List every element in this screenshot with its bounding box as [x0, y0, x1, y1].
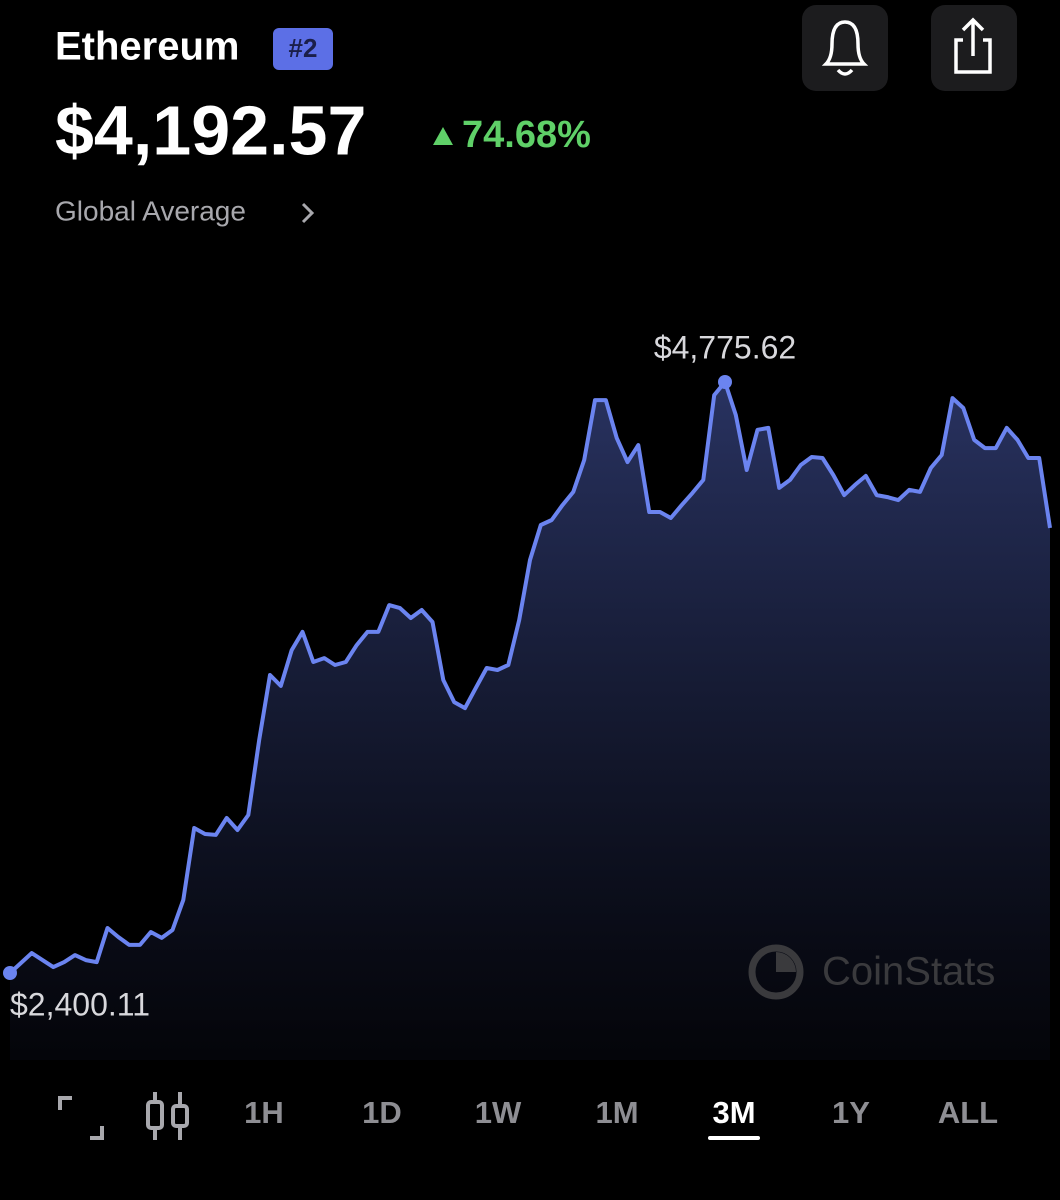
range-tab[interactable]: 1D — [362, 1095, 402, 1130]
point — [718, 375, 732, 389]
alert-button[interactable] — [802, 5, 888, 91]
rank: #2 — [289, 33, 318, 63]
range-tab[interactable]: 3M — [712, 1095, 755, 1130]
range-tab[interactable]: 1H — [244, 1095, 284, 1130]
rank-badge — [273, 28, 333, 70]
candle — [171, 1104, 189, 1128]
source[interactable]: Global Average — [55, 195, 246, 226]
range-tab[interactable]: 1Y — [832, 1095, 870, 1130]
button-bg — [802, 5, 888, 91]
change: 74.68% — [462, 114, 591, 156]
range-tab[interactable]: ALL — [938, 1095, 998, 1130]
logo-ring — [748, 944, 804, 1000]
price-line — [8, 380, 1052, 975]
value-label: $4,775.62 — [654, 329, 796, 365]
candle — [146, 1100, 164, 1130]
up-arrow — [433, 127, 453, 145]
chevron — [301, 202, 315, 224]
share-icon — [954, 17, 992, 74]
fullscreen-icon[interactable] — [58, 1096, 104, 1140]
logo-slice — [776, 952, 796, 972]
range-tab[interactable]: 1W — [475, 1095, 522, 1130]
price: $4,192.57 — [55, 91, 366, 169]
value-label: $2,400.11 — [10, 986, 150, 1022]
area — [10, 382, 1050, 1060]
watermark-logo — [748, 944, 804, 1000]
bell-icon — [821, 20, 869, 76]
point — [3, 966, 17, 980]
tab-underline — [708, 1136, 760, 1140]
share-button[interactable] — [931, 5, 1017, 91]
candles-icon[interactable] — [146, 1092, 189, 1140]
range-tab[interactable]: 1M — [595, 1095, 638, 1130]
coin-name: Ethereum — [55, 25, 240, 69]
watermark: CoinStats — [822, 950, 995, 994]
